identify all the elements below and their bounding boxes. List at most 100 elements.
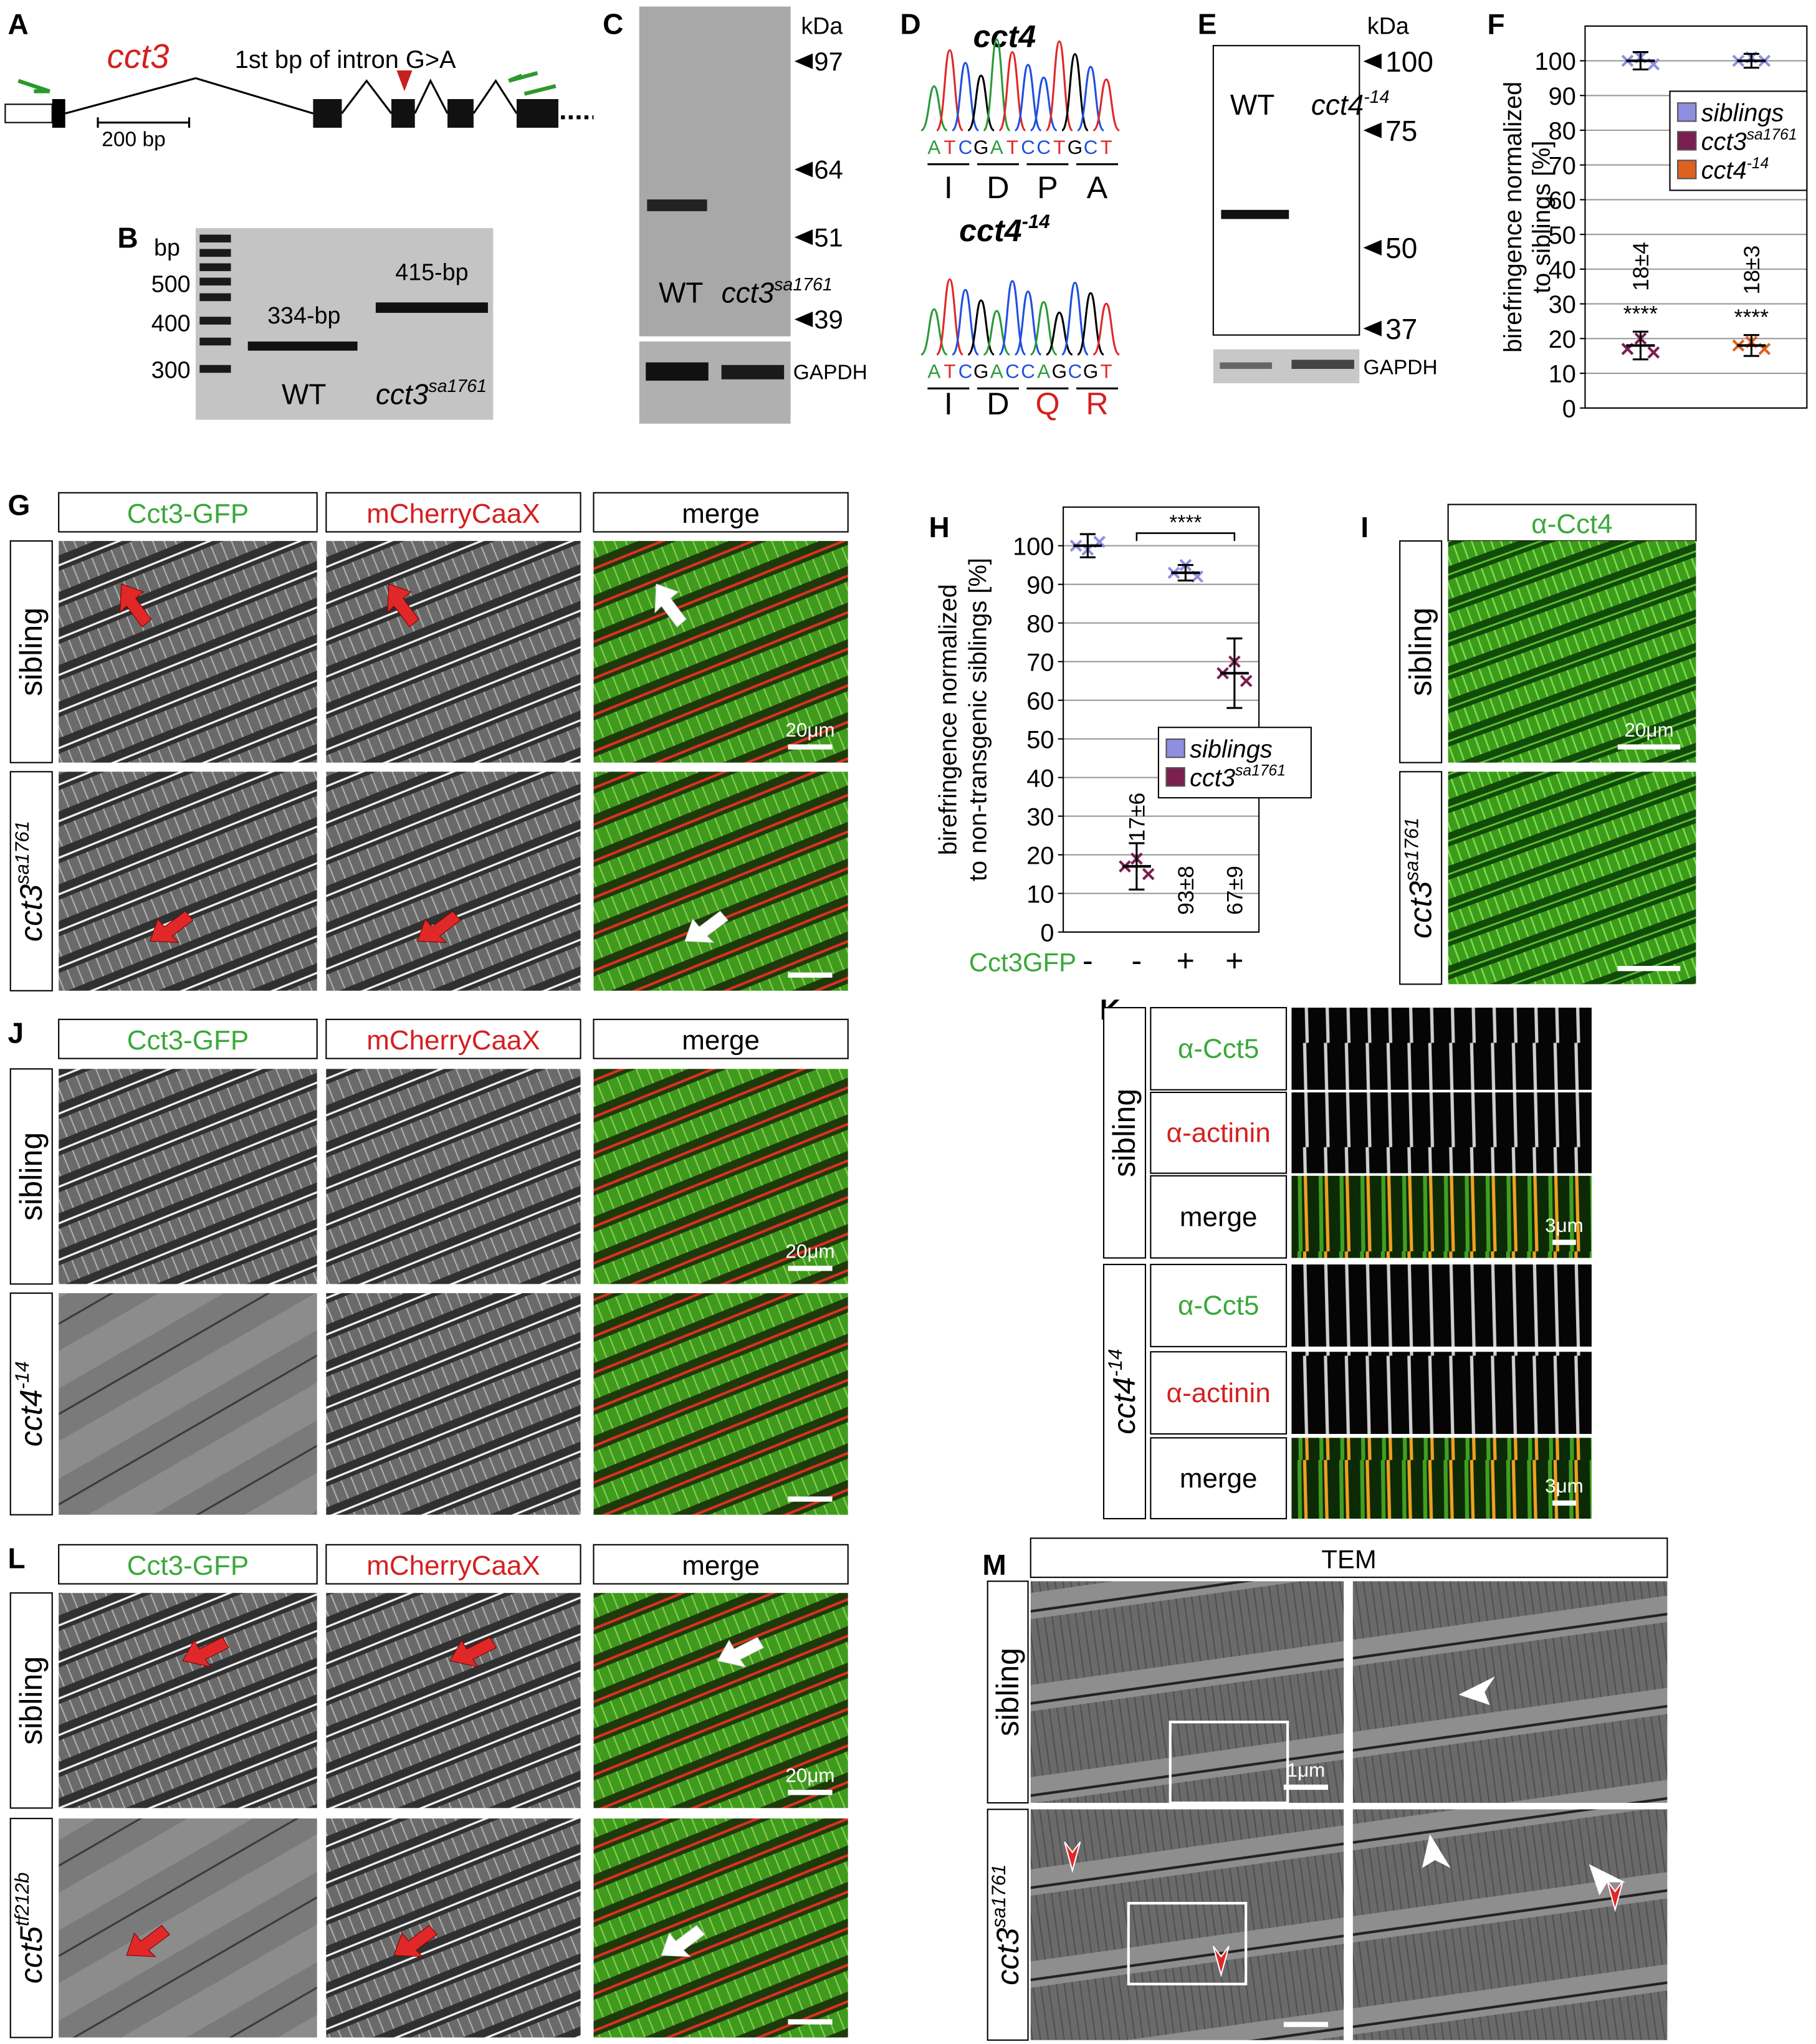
marker-label: 37 [1385,313,1417,345]
stain-label: α-actinin [1167,1117,1271,1148]
arrowhead [1589,1864,1626,1896]
stain-label-box [1150,1006,1288,1091]
legend-swatch [1165,767,1185,787]
allele: sa1761 [1747,127,1797,143]
intron [414,79,449,114]
mutation-site [396,70,413,92]
y-tick-label: 20 [1026,842,1054,869]
micrograph [59,1069,317,1284]
base: A [1037,361,1050,383]
residue: Q [1035,386,1059,421]
stain-label: α-Cct5 [1178,1291,1259,1321]
row-label-box [9,1292,53,1516]
plot-frame [1063,506,1260,933]
panel-letter: D [900,7,920,40]
column-header-box [58,492,318,533]
y-tick-label: 30 [1549,291,1576,318]
row-label: cct5tf212b [11,1873,49,1984]
scale-label: 20μm [785,1765,834,1787]
residue: I [944,386,953,421]
micrograph [593,541,848,763]
arrow [684,910,729,943]
unit: kDa [1367,12,1409,39]
row-label: sibling [1403,608,1438,696]
row-label: sibling [14,1132,49,1221]
column-header: mCherryCaaX [366,1025,540,1056]
column-header-box [58,1018,318,1059]
column-header-box [593,492,849,533]
arrow [654,583,687,628]
gene-label: cct4 [973,19,1036,54]
y-tick-label: 100 [1013,533,1054,560]
blot [1212,45,1360,336]
trace-peak [1061,281,1089,356]
ladder-band [199,234,231,243]
marker-arrow [794,53,813,69]
arrow [150,910,194,943]
row-label: sibling [990,1648,1025,1736]
column-header: mCherryCaaX [366,499,540,529]
scale-label: 20μm [785,719,834,741]
arrowhead [1422,1834,1451,1868]
stain-label: merge [1180,1463,1258,1494]
value-label: 67±9 [1222,866,1247,915]
legend-label: siblings [1190,735,1273,763]
gene-label: cct4-14 [959,211,1050,248]
loading-label: GAPDH [793,361,867,384]
micrograph [1448,541,1696,763]
base: C [958,136,973,158]
micrograph [1291,1175,1592,1258]
data-point [1142,867,1155,881]
y-axis-label: birefringence normalized [1499,82,1527,353]
trace-peak [1092,79,1120,131]
inset-box [1127,1901,1248,1985]
value-label: 17±6 [1124,793,1149,842]
panel-letter: E [1198,7,1217,40]
gene-name: cct3 [376,378,429,410]
micrograph [326,541,581,763]
y-tick-label: 90 [1026,571,1054,599]
ladder-band [199,293,231,302]
marker-label: 97 [814,47,843,76]
band-label: 415-bp [395,259,468,285]
base: T [944,361,955,383]
y-axis-label: birefringence normalized [934,584,962,855]
value-label: 18±4 [1628,242,1653,291]
marker-label: 39 [814,305,843,334]
micrograph [1291,1352,1592,1435]
y-tick-label: 70 [1549,152,1576,179]
intron [472,79,518,114]
y-tick-label: 90 [1549,83,1576,110]
y-tick-label: 0 [1040,919,1054,947]
legend-swatch [1677,160,1697,179]
loading-label: GAPDH [1364,356,1438,379]
stain-label: α-Cct5 [1178,1034,1259,1064]
column-header: Cct3-GFP [127,1025,249,1056]
gene-name: siblings [1190,735,1273,763]
significance: **** [1623,301,1658,326]
legend-swatch [1677,102,1697,122]
micrograph [1030,1581,1344,1803]
band-label: 334-bp [267,302,340,328]
ladder-label: 300 [151,357,191,383]
lane-label: WT [659,276,704,308]
legend-label: cct3sa1761 [1190,763,1286,792]
stain-label-box [1150,1264,1288,1347]
arrow [126,1924,170,1957]
gene-name: cct4 [973,19,1036,54]
marker-arrow [1363,122,1382,138]
y-tick-label: 60 [1026,687,1054,715]
band [721,365,785,380]
y-tick-label: 60 [1549,187,1576,214]
lane-label: WT [282,378,327,410]
band [646,362,709,381]
column-header: α-Cct4 [1531,509,1612,540]
base: G [973,361,988,383]
base: A [990,361,1003,383]
arrow [661,1924,705,1957]
allele: sa1761 [428,376,487,396]
x-tick-label: + [1177,943,1195,978]
micrograph [326,771,581,991]
micrograph [1448,771,1696,985]
